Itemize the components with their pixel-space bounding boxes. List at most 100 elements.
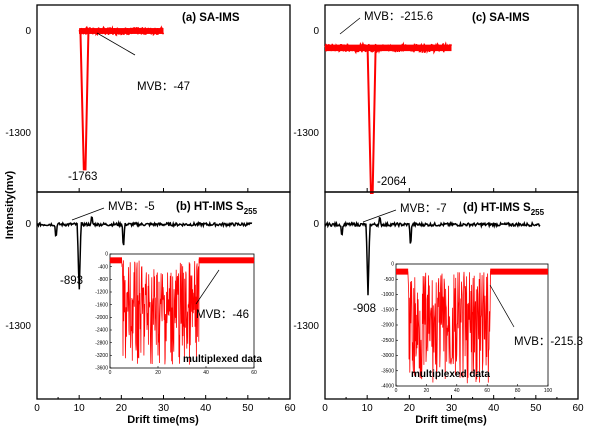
panel-a-peak-label: -1763	[68, 171, 97, 183]
series-line-2	[36, 216, 253, 290]
panel-d-plot	[324, 216, 541, 296]
inset-y-tick-label: -2500	[381, 338, 394, 344]
inset-baseline-left	[110, 257, 122, 264]
inset-y-tick-label: -2000	[95, 315, 108, 321]
inset-y-tick-label: -2400	[95, 328, 108, 334]
inset-b-mvb-label: MVB：-46	[196, 309, 249, 321]
panel-d-mvb-label: MVB：-7	[400, 203, 447, 215]
x-axis-left: 0 10 20 30 40 50 60	[34, 188, 296, 414]
panel-b-plot	[36, 216, 253, 290]
x-axis-label-left: Drift time(ms)	[127, 414, 199, 426]
panel-b-title: (b) HT-IMS S255	[176, 201, 258, 216]
x-tick-label: 10	[74, 403, 86, 414]
inset-y-tick-label: -2000	[381, 323, 394, 329]
inset-y-tick-label: -3500	[381, 368, 394, 374]
x-axis-right: 0 10 20 30 40 50 60	[322, 188, 584, 414]
panel-b-title-main: (b) HT-IMS S	[176, 201, 244, 213]
panel-d-title: (d) HT-IMS S255	[463, 202, 545, 217]
inset-d: 0 -500 -1000 -1500 -2000 -2500 -3000 -3500 -4000…	[381, 262, 583, 394]
inset-baseline-right	[490, 268, 548, 275]
panel-a	[36, 4, 291, 193]
panel-d-mvb-leader	[362, 209, 397, 223]
x-tick-label: 20	[116, 403, 128, 414]
panel-a-plot	[78, 25, 165, 171]
inset-baseline-right	[198, 257, 254, 264]
panel-d-title-main: (d) HT-IMS S	[463, 202, 531, 214]
inset-y-tick-label: -800	[98, 277, 108, 283]
inset-y-tick-label: -1200	[95, 290, 108, 296]
x-tick-label: 0	[322, 403, 328, 414]
inset-baseline-left	[396, 268, 409, 275]
panel-b-mvb-leader	[71, 207, 105, 221]
inset-d-plot: 0 -500 -1000 -1500 -2000 -2500 -3000 -3500 -4000…	[381, 262, 552, 394]
y-tick-d-0: 0	[313, 219, 319, 230]
inset-y-tick-label: -500	[384, 277, 394, 283]
panel-c-mvb-label: MVB：-215.6	[364, 11, 433, 23]
inset-x-tick-label: 0	[109, 370, 112, 376]
y-tick-d-1300: -1300	[293, 321, 319, 332]
x-axis-label-right: Drift time(ms)	[415, 414, 487, 426]
noise-band-1	[325, 44, 452, 52]
inset-b-mvb-leader	[195, 269, 220, 305]
panel-b-title-sub: 255	[244, 207, 258, 216]
inset-y-tick-label: -3200	[95, 353, 108, 359]
inset-y-tick-label: 0	[105, 252, 108, 258]
panel-c-frame	[324, 4, 579, 193]
peak-mark-1	[366, 47, 377, 194]
inset-x-tick-label: 0	[395, 388, 398, 394]
x-tick-label: 0	[34, 403, 40, 414]
peak-mark-0	[79, 30, 90, 171]
inset-x-tick-label: 80	[515, 388, 521, 394]
panel-b-peak-label: -893	[60, 275, 83, 287]
y-tick-b-1300: -1300	[5, 321, 31, 332]
inset-x-tick-label: 20	[424, 388, 430, 394]
panel-c-title: (c) SA-IMS	[472, 12, 530, 24]
inset-x-tick-label: 60	[484, 388, 490, 394]
inset-x-tick-label: 20	[155, 370, 161, 376]
panel-a-title: (a) SA-IMS	[182, 12, 240, 24]
inset-b-label: multiplexed data	[183, 354, 262, 365]
x-tick-label: 60	[572, 403, 584, 414]
y-tick-a-1300: -1300	[5, 128, 31, 139]
y-tick-b-0: 0	[25, 219, 31, 230]
x-tick-label: 10	[362, 403, 374, 414]
inset-d-mvb-label: MVB：-215.3	[514, 336, 583, 348]
x-tick-label: 50	[242, 403, 254, 414]
panel-c-peak-label: -2064	[377, 176, 407, 188]
inset-x-tick-label: 40	[203, 370, 209, 376]
y-axis-label: Intensity(mv)	[4, 170, 16, 239]
panel-d-title-sub: 255	[531, 208, 545, 217]
noise-band-0	[79, 28, 164, 34]
inset-y-tick-label: -3000	[381, 353, 394, 359]
inset-b: 0 -400 -800 -1200 -1600 -2000 -2400 -2800 -3200 -…	[95, 252, 262, 376]
inset-y-tick-label: -1500	[381, 307, 394, 313]
x-tick-label: 20	[404, 403, 416, 414]
y-tick-c-0: 0	[313, 26, 319, 37]
inset-x-tick-label: 100	[544, 388, 553, 394]
x-tick-label: 60	[284, 403, 296, 414]
inset-d-label: multiplexed data	[411, 369, 490, 380]
inset-x-tick-label: 60	[251, 370, 257, 376]
y-tick-a-0: 0	[25, 26, 31, 37]
inset-y-tick-label: -1600	[95, 302, 108, 308]
x-tick-label: 40	[200, 403, 212, 414]
x-tick-label: 40	[488, 403, 500, 414]
inset-y-tick-label: -400	[98, 264, 108, 270]
panel-a-mvb-leader	[96, 32, 136, 56]
x-tick-label: 30	[158, 403, 170, 414]
inset-d-mvb-leader	[489, 284, 515, 328]
x-tick-label: 50	[530, 403, 542, 414]
panel-c	[324, 4, 579, 194]
y-tick-c-1300: -1300	[293, 128, 319, 139]
inset-y-tick-label: 0	[391, 262, 394, 268]
panel-d-peak-label: -908	[353, 303, 376, 315]
inset-b-plot: 0 -400 -800 -1200 -1600 -2000 -2400 -2800 -3200 -…	[95, 252, 257, 376]
inset-y-tick-label: -2800	[95, 340, 108, 346]
inset-y-tick-label: -3600	[95, 366, 108, 372]
inset-y-tick-label: -1000	[381, 292, 394, 298]
x-tick-label: 30	[446, 403, 458, 414]
panel-c-mvb-leader	[339, 17, 361, 35]
inset-y-tick-label: -4000	[381, 384, 394, 390]
panel-a-mvb-label: MVB：-47	[137, 81, 190, 93]
